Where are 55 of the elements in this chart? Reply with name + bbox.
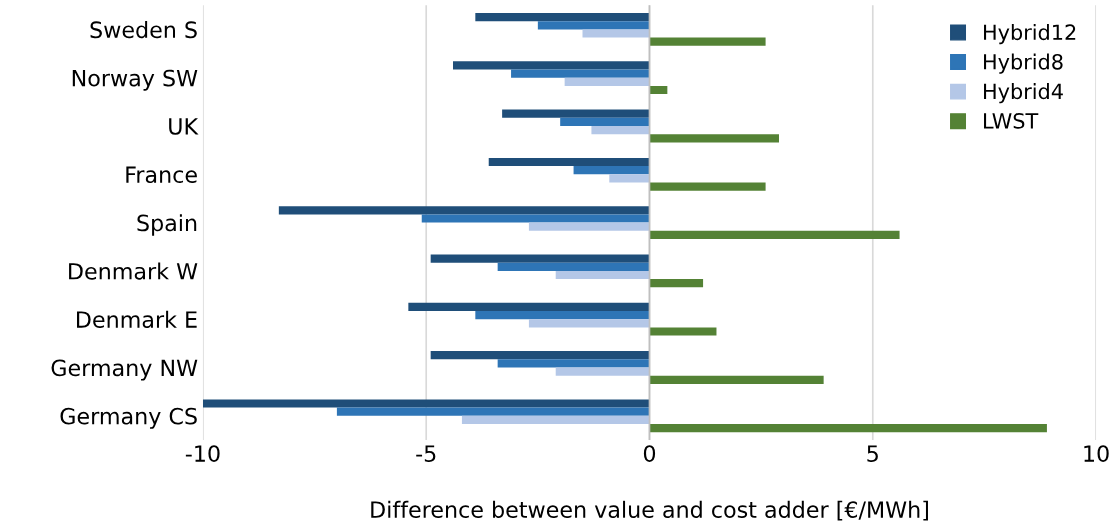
y-tick-label: Norway SW — [72, 69, 198, 91]
bar — [408, 302, 650, 311]
bar — [528, 319, 650, 328]
bar — [555, 270, 650, 280]
y-tick-label: France — [126, 166, 197, 184]
y-tick-label: Denmark W — [69, 262, 198, 280]
legend-label: Hybrid8 — [984, 53, 1063, 74]
bar — [511, 69, 650, 78]
bar — [649, 85, 668, 95]
bar — [421, 214, 650, 223]
bar — [573, 166, 650, 175]
bar — [560, 117, 650, 126]
bar — [475, 12, 650, 22]
x-tick-label: 10 — [1084, 445, 1109, 463]
bar — [430, 254, 650, 263]
bar — [461, 415, 650, 425]
bar — [649, 230, 900, 240]
bar — [488, 157, 650, 167]
bar — [649, 182, 766, 191]
bar — [609, 174, 650, 183]
bar — [453, 61, 650, 70]
bar — [336, 407, 650, 416]
legend-label: Hybrid12 — [984, 24, 1076, 45]
x-tick-label: -5 — [416, 445, 436, 463]
bar — [582, 29, 650, 38]
legend-label: Hybrid4 — [984, 83, 1063, 104]
bar — [564, 77, 650, 86]
bar — [649, 279, 704, 288]
y-tick-label: UK — [169, 118, 199, 135]
bar — [475, 310, 650, 320]
bar — [202, 399, 650, 408]
bar — [555, 367, 650, 376]
x-tick-label: 5 — [867, 445, 878, 463]
bar — [649, 134, 779, 143]
bar — [497, 359, 650, 368]
bar — [497, 262, 650, 271]
x-tick-label: 0 — [643, 445, 656, 463]
bar — [528, 222, 650, 231]
bar — [649, 37, 766, 46]
bar — [430, 351, 650, 360]
bar — [649, 375, 824, 384]
y-tick-label: Spain — [137, 214, 197, 236]
legend-label: LWST — [984, 112, 1039, 129]
bar — [649, 424, 1047, 433]
y-tick-label: Germany NW — [51, 359, 198, 381]
x-tick-label: -10 — [185, 445, 220, 463]
y-tick-label: Denmark E — [77, 310, 197, 328]
x-axis-title: Difference between value and cost adder [€/MWh] — [371, 500, 928, 521]
bar — [278, 206, 650, 215]
bar — [502, 109, 650, 118]
y-tick-label: Sweden S — [90, 20, 197, 39]
bar — [649, 327, 717, 336]
bar — [591, 126, 650, 135]
bar — [537, 21, 650, 30]
y-tick-label: Germany CS — [60, 407, 197, 429]
